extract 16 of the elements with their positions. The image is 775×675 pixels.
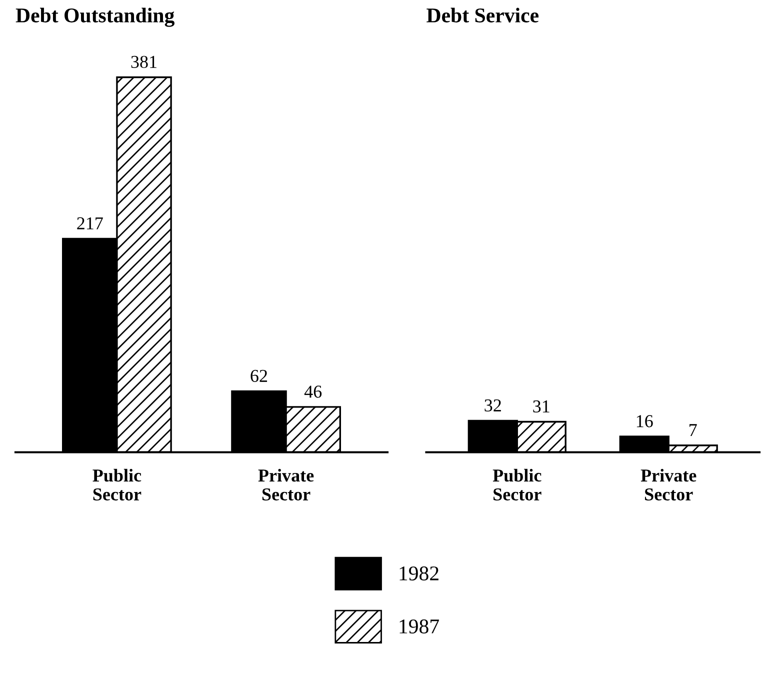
x-tick-label: Public Sector	[492, 468, 542, 501]
chart-title: Debt Service	[426, 8, 539, 22]
legend-label: 1982	[400, 566, 438, 580]
chart-title: Debt Outstanding	[16, 8, 174, 27]
data-label: 16	[636, 415, 653, 428]
data-label: 217	[77, 217, 103, 230]
x-tick-label: Private Sector	[640, 468, 696, 501]
x-tick-label: Public Sector	[92, 468, 142, 501]
data-label: 7	[690, 424, 697, 436]
data-label: 381	[131, 56, 156, 68]
data-label: 62	[250, 370, 268, 382]
data-label: 32	[484, 399, 501, 412]
data-label: 46	[304, 386, 322, 398]
data-label: 31	[533, 400, 550, 413]
x-tick-label: Private Sector	[258, 468, 314, 501]
legend-label: 1987	[400, 619, 439, 634]
